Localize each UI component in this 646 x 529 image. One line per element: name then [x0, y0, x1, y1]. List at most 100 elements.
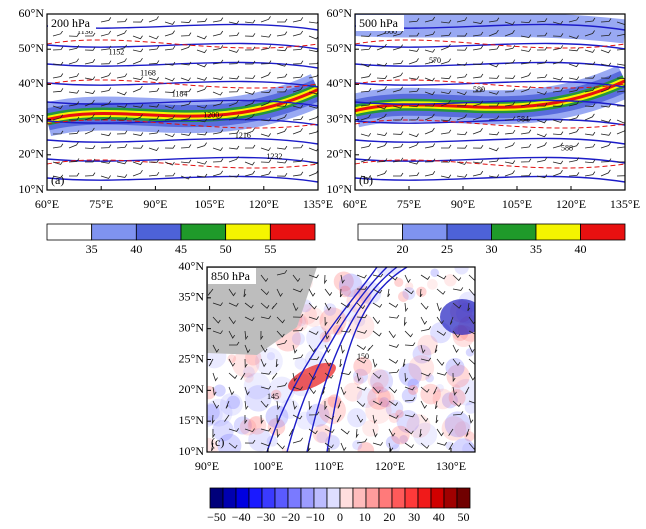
wind-barb	[360, 46, 372, 51]
wind-barb	[552, 142, 564, 149]
wind-barb	[308, 344, 316, 353]
wind-barb	[100, 132, 112, 137]
wind-barb	[552, 160, 564, 165]
wind-barb	[584, 113, 595, 121]
wind-barb	[440, 90, 452, 95]
wind-barb	[196, 173, 208, 178]
wind-barb	[440, 32, 452, 37]
shade-blob	[327, 394, 342, 408]
wind-barb	[584, 171, 596, 177]
wind-barb	[568, 76, 580, 80]
shade-blob	[306, 403, 330, 427]
wind-barb	[276, 145, 288, 150]
wind-barb	[552, 119, 563, 123]
colorbar-tick-label: −40	[232, 510, 251, 524]
wind-barb	[244, 330, 249, 341]
wind-barb	[260, 60, 272, 65]
wind-barb	[132, 169, 143, 177]
wind-barb	[244, 170, 256, 177]
height-contour	[355, 137, 625, 145]
wind-barb	[339, 358, 343, 368]
x-tick-label: 135°E	[303, 197, 333, 211]
wind-barb	[180, 88, 192, 93]
wind-barb	[276, 269, 288, 276]
wind-barb	[276, 330, 285, 338]
shade-blob	[402, 287, 416, 300]
wind-barb	[435, 414, 439, 424]
colorbar-tick-label: 20	[383, 510, 395, 524]
map-frame	[354, 13, 626, 191]
wind-barb	[212, 170, 224, 177]
height-contour	[355, 175, 625, 183]
wind-barb	[84, 158, 96, 163]
wind-barb	[388, 314, 400, 319]
x-tick-label: 75°E	[89, 197, 113, 211]
shade-blob	[441, 392, 458, 409]
wind-barb	[404, 397, 416, 402]
wind-barb	[180, 144, 192, 149]
wind-barb	[436, 428, 444, 437]
temp-contour	[355, 119, 625, 129]
wind-barb	[52, 88, 64, 93]
wind-barb	[420, 386, 430, 393]
shade-blob	[226, 395, 241, 410]
wind-barb	[308, 386, 317, 395]
wind-barb	[568, 172, 580, 177]
shade-blob	[347, 408, 367, 428]
wind-barb	[372, 428, 378, 438]
wind-barb	[244, 428, 255, 433]
shade-blob	[446, 364, 470, 388]
wind-barb	[376, 142, 387, 149]
wind-barb	[424, 103, 436, 107]
wind-barb	[452, 400, 462, 408]
wind-barb	[260, 414, 264, 425]
wind-barb	[504, 30, 515, 37]
wind-barb	[244, 302, 254, 309]
wind-barb	[388, 386, 398, 394]
colorbar-box	[135, 223, 182, 241]
shade-blob	[392, 444, 401, 452]
wind-barb	[420, 316, 428, 325]
wind-barb	[568, 63, 579, 68]
wind-barb	[616, 105, 625, 107]
wind-barb	[212, 147, 223, 151]
wind-barb	[340, 442, 347, 452]
wind-barb	[260, 71, 271, 79]
wind-barb	[356, 344, 366, 351]
colorbar-box	[339, 487, 354, 509]
shade-blob	[445, 358, 465, 378]
wind-barb	[308, 372, 317, 381]
y-tick-label: 25°N	[179, 351, 205, 365]
wind-barb	[520, 72, 531, 79]
level-box	[48, 15, 96, 31]
wind-barb	[584, 87, 596, 93]
wind-barb	[100, 115, 112, 121]
wind-barb	[212, 302, 223, 307]
wind-barb	[434, 400, 438, 410]
colorbar-tick-label: 45	[175, 242, 187, 256]
wind-barb	[520, 34, 532, 38]
wind-barb	[180, 61, 192, 66]
wind-barb	[276, 414, 280, 425]
shade-blob	[303, 307, 324, 328]
panel-label: (a)	[51, 173, 64, 187]
wind-barb	[100, 45, 112, 51]
shade-blob	[427, 279, 438, 290]
wind-barb	[356, 414, 364, 423]
wind-barb	[52, 130, 64, 135]
y-tick-label: 35°N	[179, 290, 205, 304]
wind-barb	[292, 274, 301, 283]
colorbar-tick-label: −50	[207, 510, 226, 524]
height-contour	[355, 118, 625, 126]
wind-barb	[52, 161, 63, 165]
wind-barb	[292, 327, 304, 332]
wind-barb	[244, 386, 250, 396]
wind-barb	[164, 45, 176, 51]
shade-blob	[367, 368, 389, 390]
wind-barb	[408, 172, 420, 177]
x-tick-label: 120°E	[249, 197, 279, 211]
colorbar-box	[248, 487, 263, 509]
colorbar-box	[580, 223, 626, 241]
wind-barb	[148, 171, 160, 177]
wind-barb	[504, 142, 515, 149]
